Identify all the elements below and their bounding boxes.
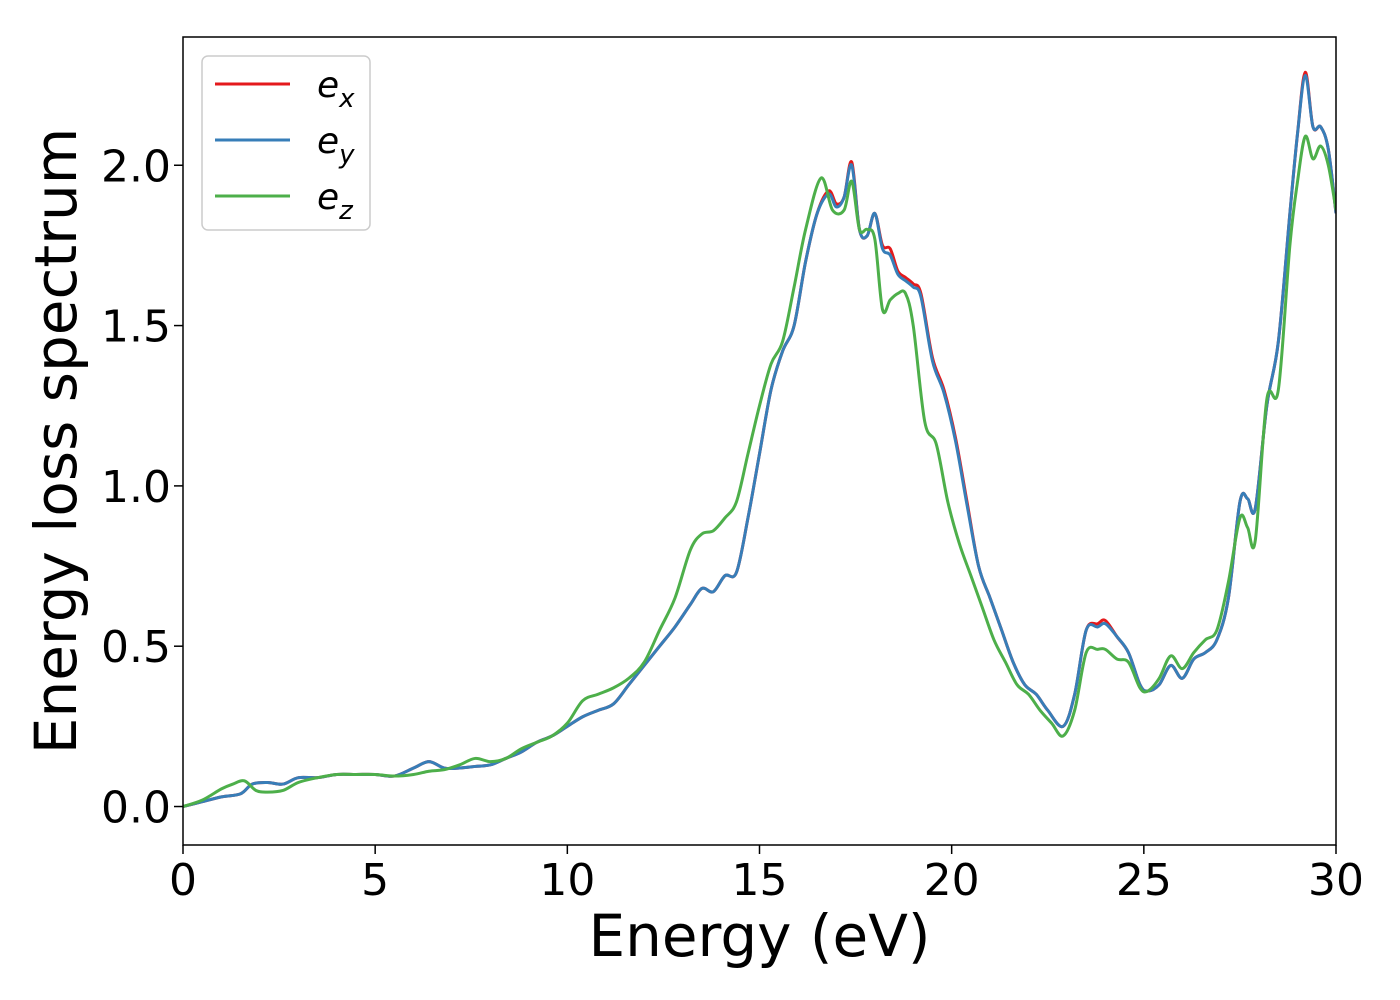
- series-layer: [183, 70, 1336, 808]
- legend-box: [201, 55, 371, 231]
- y-tick-label: 0.5: [101, 622, 171, 673]
- x-tick-label: 10: [539, 855, 595, 906]
- y-tick-label: 1.0: [101, 462, 171, 513]
- x-tick-label: 20: [924, 855, 980, 906]
- x-axis: 0 5 10 15 20 25 30: [169, 845, 1364, 906]
- y-axis: 0.0 0.5 1.0 1.5 2.0: [101, 141, 183, 834]
- x-tick-label: 30: [1308, 855, 1364, 906]
- legend-label-ez: ez: [317, 177, 354, 226]
- x-tick-label: 25: [1116, 855, 1172, 906]
- y-axis-label: Energy loss spectrum: [22, 128, 90, 754]
- legend: ex ey ez: [201, 55, 371, 231]
- x-tick-label: 0: [169, 855, 197, 906]
- legend-label-ey: ey: [317, 121, 355, 170]
- y-tick-label: 2.0: [101, 141, 171, 192]
- series-line-ey: [183, 73, 1336, 808]
- x-tick-label: 15: [732, 855, 788, 906]
- y-tick-label: 0.0: [101, 783, 171, 834]
- x-axis-label: Energy (eV): [588, 902, 930, 970]
- series-line-ez: [183, 134, 1336, 808]
- y-tick-label: 1.5: [101, 302, 171, 353]
- x-tick-label: 5: [361, 855, 389, 906]
- legend-label-ex: ex: [317, 65, 355, 114]
